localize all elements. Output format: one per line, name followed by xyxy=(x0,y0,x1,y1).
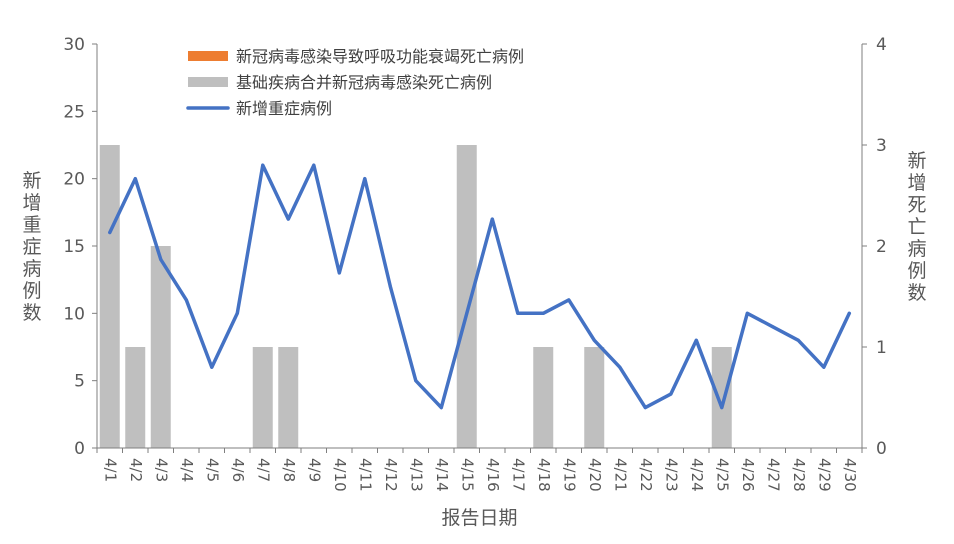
line-point-4/7 xyxy=(261,163,265,167)
line-point-4/2 xyxy=(133,177,137,181)
right-tick-label: 3 xyxy=(876,136,887,156)
line-point-4/18 xyxy=(541,311,545,315)
gray-bar-4/3 xyxy=(150,246,171,448)
x-tick-label: 4/5 xyxy=(203,458,221,482)
gray-bar-4/7 xyxy=(252,347,273,448)
line-point-4/27 xyxy=(771,325,775,329)
line-point-4/24 xyxy=(694,338,698,342)
x-tick-label: 4/24 xyxy=(688,458,706,492)
x-tick-label: 4/17 xyxy=(509,458,527,492)
gray-bar-4/25 xyxy=(711,347,732,448)
right-axis-title: 新增死亡病例数 xyxy=(907,150,926,304)
line-point-4/28 xyxy=(796,338,800,342)
x-tick-label: 4/21 xyxy=(611,458,629,492)
x-tick-label: 4/12 xyxy=(382,458,400,492)
legend-swatch-gray xyxy=(188,77,228,87)
gray-bar-4/15 xyxy=(456,145,477,448)
right-tick-label: 1 xyxy=(876,338,887,358)
line-point-4/3 xyxy=(159,257,163,261)
right-tick-label: 0 xyxy=(876,439,887,459)
line-point-4/29 xyxy=(822,365,826,369)
x-tick-label: 4/28 xyxy=(790,458,808,492)
x-tick-label: 4/4 xyxy=(178,458,196,482)
x-tick-label: 4/7 xyxy=(254,458,272,482)
line-point-4/6 xyxy=(235,311,239,315)
line-point-4/26 xyxy=(745,311,749,315)
line-point-4/9 xyxy=(312,163,316,167)
gray-bar-series xyxy=(99,145,732,448)
line-point-4/1 xyxy=(108,231,112,235)
left-tick-label: 15 xyxy=(63,237,85,257)
x-tick-label: 4/19 xyxy=(560,458,578,492)
x-tick-label: 4/30 xyxy=(841,458,859,492)
axes xyxy=(96,44,863,449)
line-point-4/15 xyxy=(465,311,469,315)
line-point-4/10 xyxy=(337,271,341,275)
x-tick-label: 4/16 xyxy=(484,458,502,492)
x-tick-label: 4/20 xyxy=(586,458,604,492)
line-point-4/5 xyxy=(210,365,214,369)
x-tick-label: 4/15 xyxy=(458,458,476,492)
left-tick-label: 25 xyxy=(63,102,85,122)
line-point-4/8 xyxy=(286,217,290,221)
left-tick-label: 30 xyxy=(63,35,85,55)
x-tick-label: 4/22 xyxy=(637,458,655,492)
x-tick-label: 4/6 xyxy=(229,458,247,482)
left-tick-label: 10 xyxy=(63,304,85,324)
x-tick-label: 4/9 xyxy=(305,458,323,482)
x-tick-label: 4/25 xyxy=(713,458,731,492)
x-tick-label: 4/27 xyxy=(764,458,782,492)
x-tick-label: 4/1 xyxy=(101,458,119,482)
line-point-4/16 xyxy=(490,217,494,221)
line-point-4/12 xyxy=(388,284,392,288)
x-tick-label: 4/13 xyxy=(407,458,425,492)
right-tick-label: 4 xyxy=(876,35,887,55)
legend-label: 基础疾病合并新冠病毒感染死亡病例 xyxy=(236,73,492,92)
x-tick-label: 4/11 xyxy=(356,458,374,492)
right-axis-ticks: 0 1 2 3 4 xyxy=(862,35,887,459)
x-tick-label: 4/18 xyxy=(535,458,553,492)
x-tick-label: 4/8 xyxy=(280,458,298,482)
x-tick-label: 4/2 xyxy=(127,458,145,482)
x-tick-label: 4/3 xyxy=(152,458,170,482)
line-point-4/23 xyxy=(669,392,673,396)
gray-bar-4/2 xyxy=(125,347,146,448)
gray-bar-4/18 xyxy=(533,347,554,448)
left-tick-label: 0 xyxy=(74,439,85,459)
line-point-4/17 xyxy=(516,311,520,315)
x-tick-label: 4/29 xyxy=(815,458,833,492)
severe-cases-line xyxy=(108,163,852,410)
gray-bar-4/8 xyxy=(278,347,299,448)
legend-swatch-orange xyxy=(188,51,228,61)
legend-label: 新增重症病例 xyxy=(236,99,332,118)
x-tick-label: 4/10 xyxy=(331,458,349,492)
x-tick-label: 4/14 xyxy=(433,458,451,492)
line-point-4/25 xyxy=(720,406,724,410)
right-tick-label: 2 xyxy=(876,237,887,257)
left-axis-ticks: 0 5 10 15 20 25 30 xyxy=(63,35,97,459)
line-point-4/13 xyxy=(414,379,418,383)
left-axis-title: 新增重症病例数 xyxy=(22,170,41,324)
x-tick-label: 4/26 xyxy=(739,458,757,492)
line-point-4/14 xyxy=(439,406,443,410)
x-tick-label: 4/23 xyxy=(662,458,680,492)
x-axis-title: 报告日期 xyxy=(441,507,517,529)
line-point-4/30 xyxy=(847,311,851,315)
line-series xyxy=(108,163,852,410)
line-point-4/22 xyxy=(643,406,647,410)
left-tick-label: 20 xyxy=(63,170,85,190)
line-point-4/11 xyxy=(363,177,367,181)
line-point-4/19 xyxy=(567,298,571,302)
line-point-4/20 xyxy=(592,338,596,342)
gray-bar-4/20 xyxy=(584,347,605,448)
left-tick-label: 5 xyxy=(74,372,85,392)
line-point-4/4 xyxy=(184,298,188,302)
legend-label: 新冠病毒感染导致呼吸功能衰竭死亡病例 xyxy=(236,47,524,66)
line-point-4/21 xyxy=(618,365,622,369)
gray-bar-4/1 xyxy=(99,145,120,448)
x-axis-ticks: 4/1 4/2 4/3 4/4 4/5 4/6 4/7 4/8 4/9 4/10 4/11 4/12 4… xyxy=(96,448,863,492)
